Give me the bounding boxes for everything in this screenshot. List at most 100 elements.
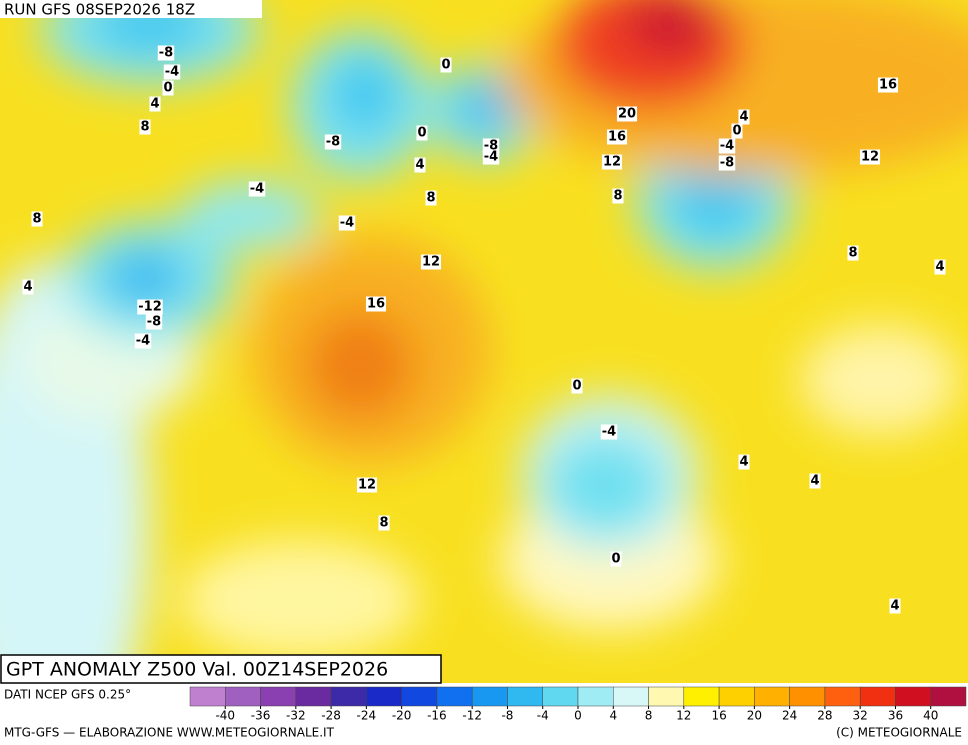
colorbar-tick-label: 40 [923,709,938,723]
contour-label-box [616,106,638,122]
colorbar-tick-label: -40 [215,709,235,723]
contour-label-box [139,119,151,135]
contour-label-box [365,296,387,312]
contour-label: 12 [358,478,376,493]
contour-label-box [612,188,624,204]
contour-label: 16 [367,297,385,312]
contour-label: 8 [32,212,41,227]
contour-label-box [731,123,743,139]
contour-label-box [137,299,163,315]
contour-label: 8 [379,516,388,531]
contour-label-box [22,279,34,295]
contour-label-box [601,154,623,170]
colorbar-swatch [507,686,543,707]
contour-label: 12 [603,155,621,170]
contour-label: 8 [613,189,622,204]
contour-label-box [718,155,736,171]
colorbar-swatch [401,686,438,707]
colorbar-swatch [930,686,967,707]
colorbar-tick-label: -24 [357,709,377,723]
contour-label: 4 [739,110,748,125]
contour-label: 0 [572,379,581,394]
colorbar-swatch [577,686,614,707]
colorbar-tick-label: 16 [711,709,726,723]
contour-label-box [248,181,266,197]
colorbar-swatch [471,686,508,707]
colorbar-tick-label: 28 [817,709,832,723]
contour-label: 0 [441,58,450,73]
contour-label-box [162,80,174,96]
contour-label: -4 [136,334,150,349]
contour-label: 4 [739,455,748,470]
contour-label: 16 [608,130,626,145]
contour-label-box [440,57,452,73]
colorbar-tick-label: -36 [251,709,271,723]
colorbar-swatch [542,686,579,707]
contour-label: 8 [140,120,149,135]
colorbar-swatch [613,686,649,707]
contour-label: -8 [326,135,340,150]
contour-label-box [416,125,428,141]
colorbar-swatch [895,686,931,707]
run-label: RUN GFS 08SEP2026 18Z [4,1,195,19]
run-label-box [0,0,262,18]
contour-label-box [149,96,161,112]
colorbar-tick-label: -16 [427,709,447,723]
contour-label-box [610,551,622,567]
colorbar-tick-label: -28 [321,709,341,723]
contour-label: -8 [159,46,173,61]
colorbar-swatch [295,686,332,707]
contour-label: -4 [720,139,734,154]
contour-label-box [324,134,342,150]
contour-label-box [809,473,821,489]
contour-label: -4 [484,150,498,165]
colorbar-tick-label: -4 [537,709,549,723]
contour-label: -4 [250,182,264,197]
contour-label: 20 [618,107,636,122]
colorbar-swatch [366,686,402,707]
colorbar-tick-label: 12 [676,709,691,723]
colorbar-tick-label: 0 [574,709,582,723]
contour-label: 12 [861,150,879,165]
contour-label: -12 [138,300,162,315]
contour-label-box [600,424,618,440]
colorbar-tick-label: 32 [853,709,868,723]
contour-label: 4 [810,474,819,489]
colorbar-swatch [225,686,261,707]
contour-label-box [163,64,181,80]
colorbar-swatch [648,686,685,707]
contour-label: 0 [417,126,426,141]
colorbar-tick-label: -12 [462,709,482,723]
colorbar-swatch [754,686,790,707]
contour-label: 4 [935,260,944,275]
contour-label: 4 [415,158,424,173]
contour-label-box [934,259,946,275]
colorbar-tick-label: 24 [782,709,797,723]
contour-label: 4 [150,97,159,112]
contour-label: -4 [165,65,179,80]
contour-label-box [378,515,390,531]
colorbar-swatch [189,686,226,707]
contour-label: 4 [23,280,32,295]
contour-label-box [482,149,500,165]
colorbar-tick-label: -32 [286,709,306,723]
contour-label: 16 [879,78,897,93]
contour-label-box [877,77,899,93]
contour-label: -4 [602,425,616,440]
contour-label: 12 [422,255,440,270]
map-title: GPT ANOMALY Z500 Val. 00Z14SEP2026 [6,659,388,681]
contour-label: 4 [890,599,899,614]
colorbar-swatch [718,686,755,707]
contour-label-box [356,477,378,493]
contour-label: 8 [426,191,435,206]
colorbar-swatch [824,686,861,707]
contour-label-box [31,211,43,227]
contour-label-box [718,138,736,154]
colorbar-tick-label: 8 [645,709,653,723]
colorbar-swatch [260,686,297,707]
contour-label-box [145,314,163,330]
contour-label-box [859,149,881,165]
contour-label-box [738,454,750,470]
